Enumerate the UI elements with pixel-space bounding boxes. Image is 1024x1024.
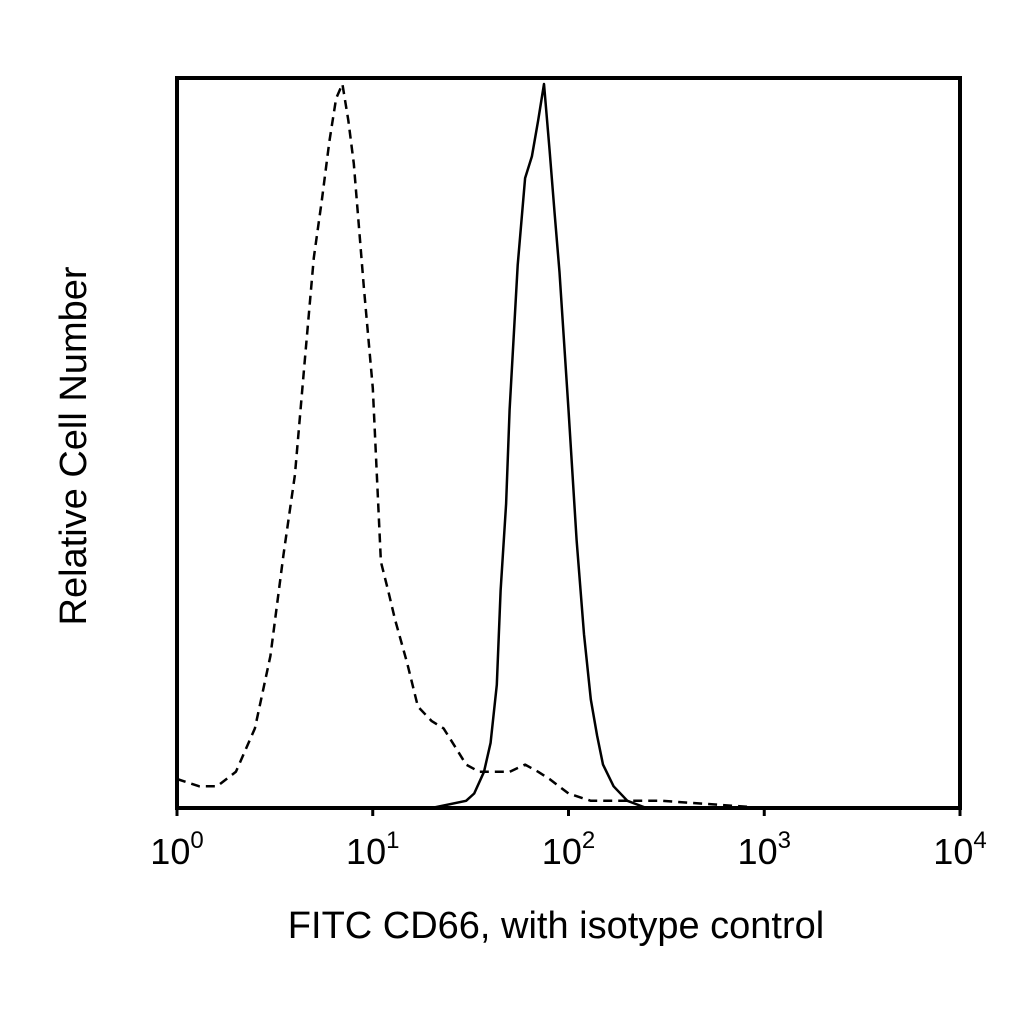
histogram-series-solid (177, 82, 960, 810)
x-tick-label: 102 (542, 827, 595, 872)
x-axis-title: FITC CD66, with isotype control (288, 905, 824, 947)
x-tick-label: 100 (150, 827, 203, 872)
x-tick-label: 101 (346, 827, 399, 872)
x-tick-layer: 100 101 102 103 104 (150, 808, 987, 872)
plot-frame (175, 76, 962, 810)
histogram-series-dashed (176, 82, 960, 810)
series-layer (176, 82, 960, 810)
x-tick-label: 104 (933, 827, 986, 872)
x-tick-label: 103 (738, 827, 791, 872)
y-axis-title: Relative Cell Number (53, 266, 95, 625)
